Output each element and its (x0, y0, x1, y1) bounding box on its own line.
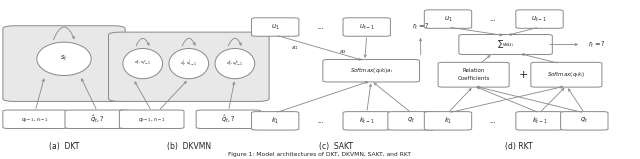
Text: ...: ... (317, 118, 323, 124)
Ellipse shape (123, 48, 163, 79)
Text: $a_1$: $a_1$ (291, 44, 298, 52)
Ellipse shape (36, 42, 92, 76)
Text: $q_t$: $q_t$ (408, 116, 415, 125)
FancyBboxPatch shape (109, 32, 269, 101)
FancyBboxPatch shape (388, 112, 435, 130)
Text: (b)  DKVMN: (b) DKVMN (167, 142, 211, 151)
Text: $s_t$: $s_t$ (60, 54, 68, 63)
FancyBboxPatch shape (459, 35, 552, 55)
Text: $q_{t-1}, r_{t-1}$: $q_{t-1}, r_{t-1}$ (138, 115, 166, 124)
Text: $e^j_t, s^j_{t-1}$: $e^j_t, s^j_{t-1}$ (180, 58, 197, 69)
Text: $e^k_t, s^k_{t-1}$: $e^k_t, s^k_{t-1}$ (226, 58, 244, 69)
Text: ...: ... (490, 16, 496, 22)
FancyBboxPatch shape (424, 10, 472, 28)
Text: Coefficients: Coefficients (458, 76, 490, 81)
FancyBboxPatch shape (3, 26, 125, 101)
Text: (a)  DKT: (a) DKT (49, 142, 79, 151)
Text: $u_{t-1}$: $u_{t-1}$ (531, 14, 548, 24)
FancyBboxPatch shape (196, 110, 261, 128)
Text: $Softmax(q_t k_i) a_i$: $Softmax(q_t k_i) a_i$ (349, 66, 393, 75)
Text: $u_{t-1}$: $u_{t-1}$ (358, 22, 375, 32)
FancyBboxPatch shape (323, 59, 420, 82)
Text: Figure 1: Model architectures of DKT, DKVMN, SAKT, and RKT: Figure 1: Model architectures of DKT, DK… (228, 152, 412, 157)
FancyBboxPatch shape (438, 62, 509, 87)
Text: (c)  SAKT: (c) SAKT (319, 142, 353, 151)
FancyBboxPatch shape (65, 110, 129, 128)
FancyBboxPatch shape (119, 110, 184, 128)
FancyBboxPatch shape (343, 112, 390, 130)
FancyBboxPatch shape (343, 18, 390, 36)
Text: $\hat{q}_t, ?$: $\hat{q}_t, ?$ (90, 114, 104, 125)
Text: $k_{t-1}$: $k_{t-1}$ (359, 116, 374, 126)
Text: $q_{t-1}, r_{t-1}$: $q_{t-1}, r_{t-1}$ (21, 115, 49, 124)
Text: $\sum w_i u_i$: $\sum w_i u_i$ (497, 39, 515, 50)
Text: $k_{t-1}$: $k_{t-1}$ (532, 116, 547, 126)
FancyBboxPatch shape (252, 18, 299, 36)
Text: (d) RKT: (d) RKT (504, 142, 532, 151)
Text: $q_t$: $q_t$ (580, 116, 588, 125)
Text: $\hat{q}_t, ?$: $\hat{q}_t, ?$ (221, 114, 236, 125)
Text: Relation: Relation (463, 68, 484, 73)
FancyBboxPatch shape (3, 110, 68, 128)
Text: ...: ... (317, 24, 323, 30)
Ellipse shape (169, 48, 209, 79)
Text: $r_t = ?$: $r_t = ?$ (588, 39, 606, 50)
FancyBboxPatch shape (252, 112, 299, 130)
Text: $e^c_t, s^c_{t-1}$: $e^c_t, s^c_{t-1}$ (134, 59, 152, 68)
Text: ...: ... (490, 118, 496, 124)
Text: $Softmax(q_t k_i)$: $Softmax(q_t k_i)$ (547, 70, 586, 79)
FancyBboxPatch shape (561, 112, 608, 130)
FancyBboxPatch shape (516, 10, 563, 28)
FancyBboxPatch shape (531, 62, 602, 87)
Text: $u_1$: $u_1$ (271, 22, 280, 32)
FancyBboxPatch shape (424, 112, 472, 130)
Text: $+$: $+$ (518, 69, 529, 80)
Text: $a_2$: $a_2$ (339, 48, 346, 56)
Text: $r_t = ?$: $r_t = ?$ (412, 22, 429, 32)
Text: $k_1$: $k_1$ (444, 116, 452, 126)
FancyBboxPatch shape (516, 112, 563, 130)
Text: $k_1$: $k_1$ (271, 116, 280, 126)
Ellipse shape (215, 48, 255, 79)
Text: $u_1$: $u_1$ (444, 14, 452, 24)
